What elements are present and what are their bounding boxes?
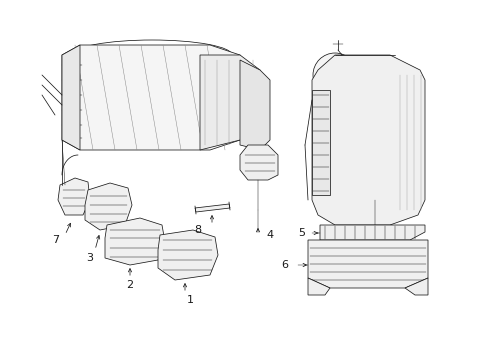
Text: 5: 5: [298, 228, 305, 238]
Polygon shape: [307, 278, 329, 295]
Polygon shape: [311, 90, 329, 195]
Polygon shape: [62, 45, 240, 150]
Text: 6: 6: [281, 260, 288, 270]
Text: 2: 2: [126, 280, 133, 290]
Text: 7: 7: [52, 235, 60, 245]
Polygon shape: [58, 178, 90, 215]
Circle shape: [328, 69, 340, 81]
Polygon shape: [105, 218, 164, 265]
Polygon shape: [195, 204, 229, 212]
Polygon shape: [200, 55, 260, 155]
Polygon shape: [319, 225, 424, 240]
Circle shape: [312, 53, 356, 97]
Circle shape: [365, 230, 373, 238]
Text: 1: 1: [186, 295, 193, 305]
Circle shape: [339, 257, 349, 267]
Polygon shape: [311, 55, 424, 225]
Text: 3: 3: [86, 253, 93, 263]
Polygon shape: [240, 60, 269, 150]
Polygon shape: [158, 230, 218, 280]
Circle shape: [320, 61, 348, 89]
Polygon shape: [307, 240, 427, 288]
Circle shape: [335, 230, 343, 238]
Circle shape: [395, 230, 403, 238]
Polygon shape: [85, 183, 132, 230]
Polygon shape: [62, 45, 80, 150]
Polygon shape: [404, 278, 427, 295]
Text: 8: 8: [194, 225, 201, 235]
Circle shape: [369, 257, 379, 267]
Text: 4: 4: [266, 230, 273, 240]
Polygon shape: [240, 145, 278, 180]
Circle shape: [399, 257, 409, 267]
